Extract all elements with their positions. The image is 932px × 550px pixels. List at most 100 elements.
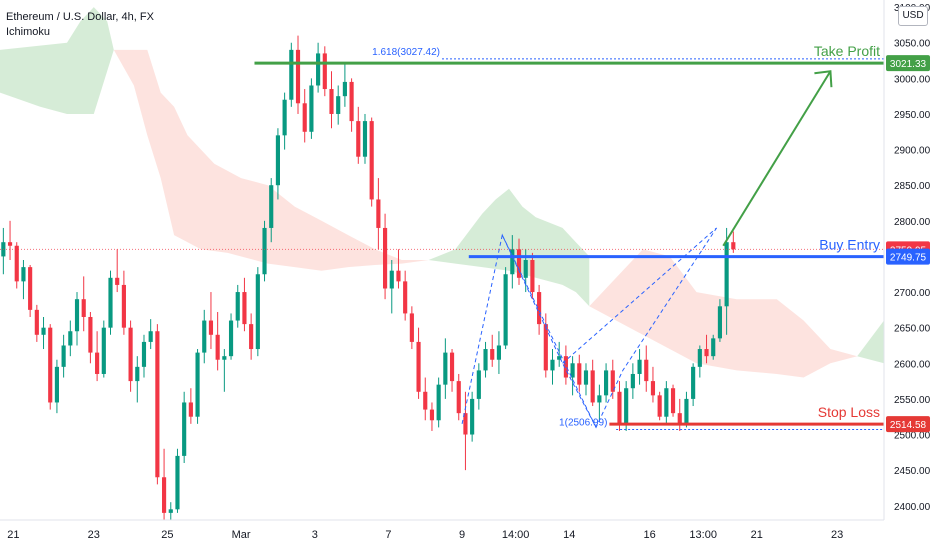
candle (128, 327, 133, 382)
price-tick-label: 2700.00 (894, 288, 931, 299)
price-tick-label: 3000.00 (894, 74, 931, 85)
symbol-title: Ethereum / U.S. Dollar, 4h, FX (6, 11, 154, 23)
candle (396, 270, 401, 282)
candle (88, 316, 93, 353)
candle (148, 331, 153, 342)
candle (255, 274, 260, 350)
candle (101, 327, 106, 374)
candle (543, 324, 548, 371)
candle (590, 370, 595, 403)
candle (603, 370, 609, 396)
candlesticks (1, 35, 736, 528)
candle (436, 384, 441, 421)
candle (704, 349, 709, 357)
candle (610, 370, 615, 392)
candle (717, 306, 723, 339)
candle (624, 388, 629, 424)
candle (449, 352, 455, 382)
candle (644, 359, 649, 382)
candle (115, 277, 120, 285)
time-tick-label: 23 (88, 529, 100, 541)
harmonic-pattern (461, 227, 717, 429)
candle (175, 455, 180, 510)
harmonic-diagonal (501, 234, 597, 428)
candle (630, 373, 635, 389)
candle (670, 388, 676, 414)
candle (168, 509, 173, 513)
candle (121, 284, 126, 328)
candle (14, 245, 19, 282)
candle (530, 260, 535, 293)
candle (483, 349, 488, 371)
target-arrow-head (814, 70, 833, 88)
take-profit-tag-text: 3021.33 (890, 59, 927, 70)
candle (684, 398, 689, 424)
candle (637, 359, 642, 374)
candle (336, 96, 341, 114)
candle (490, 349, 495, 360)
price-levels: Take Profit 1.618(3027.42) Buy Entry Stop L… (0, 43, 884, 431)
indicator-label[interactable]: Ichimoku (6, 26, 51, 38)
candle (510, 249, 515, 275)
candle (21, 267, 26, 282)
candle (141, 341, 147, 367)
candle (416, 341, 421, 392)
candle (503, 274, 508, 346)
candle (463, 413, 468, 435)
candle (108, 277, 113, 328)
candle (155, 331, 160, 478)
candle (289, 49, 294, 100)
currency-button[interactable]: USD (898, 6, 928, 26)
time-tick-label: 21 (7, 529, 19, 541)
candle (95, 352, 100, 374)
candle (262, 227, 267, 275)
candle (597, 395, 602, 403)
price-tick-label: 2950.00 (894, 110, 931, 121)
candle (570, 363, 575, 378)
time-tick-label: 13:00 (689, 529, 717, 541)
candle (376, 199, 381, 228)
candle (617, 391, 622, 424)
candle (202, 320, 207, 353)
buy-entry-tag (886, 248, 930, 265)
candle (691, 366, 696, 399)
candle (222, 356, 227, 360)
candle (657, 395, 662, 417)
time-tick-label: 25 (161, 529, 173, 541)
candle (563, 356, 568, 378)
candle (516, 249, 522, 278)
time-tick-label: 14:00 (502, 529, 530, 541)
candle (182, 402, 187, 456)
candle (7, 242, 13, 246)
candle (389, 270, 394, 289)
candle (74, 299, 80, 332)
price-tick-label: 2550.00 (894, 395, 931, 406)
candle (316, 53, 321, 86)
candle (235, 292, 240, 321)
candle (456, 381, 461, 414)
price-tick-label: 2650.00 (894, 324, 931, 335)
price-tick-label: 3050.00 (894, 39, 931, 50)
candle (228, 320, 234, 357)
candle (242, 292, 247, 325)
candle (34, 309, 39, 335)
time-tick-label: 7 (385, 529, 391, 541)
cloud-green-4 (857, 320, 884, 364)
candle (382, 227, 388, 289)
candle (302, 103, 307, 132)
target-arrow (722, 70, 832, 247)
candle (550, 359, 555, 371)
candle (161, 477, 167, 513)
candle (309, 85, 314, 132)
candle (135, 366, 140, 382)
price-tick-label: 2900.00 (894, 146, 931, 157)
candle (409, 313, 414, 342)
candle (496, 345, 502, 360)
stop-loss-tag (886, 416, 930, 433)
price-tick-label: 2850.00 (894, 181, 931, 192)
time-tick-label: 14 (563, 529, 575, 541)
candle (677, 413, 682, 424)
stop-loss-tag-text: 2514.58 (890, 420, 927, 431)
time-tick-label: 21 (751, 529, 763, 541)
